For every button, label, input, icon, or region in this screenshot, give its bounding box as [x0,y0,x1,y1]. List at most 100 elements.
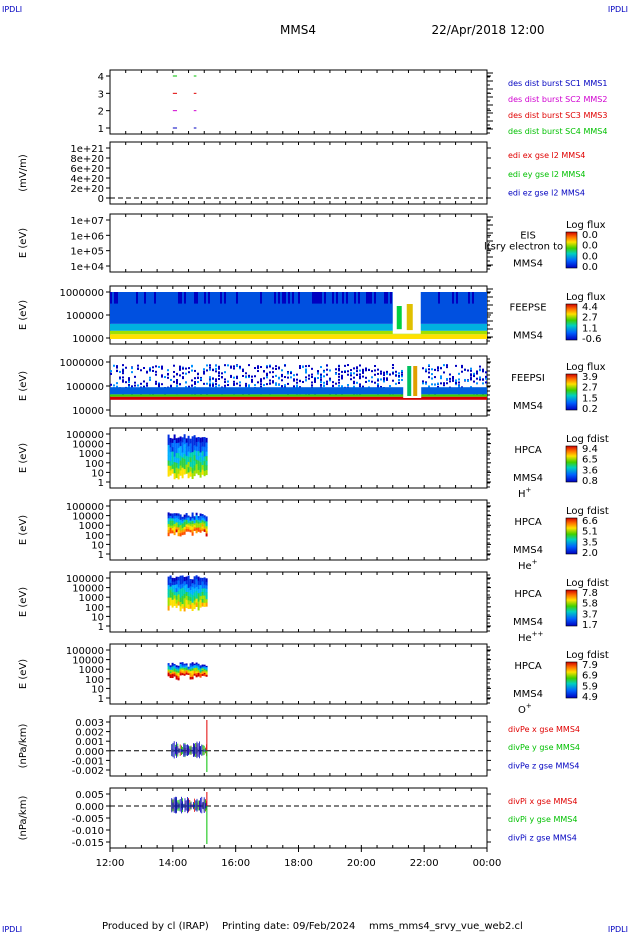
heatmap-cell [482,378,484,381]
heatmap-cell [473,380,475,383]
heatmap-cell [368,379,370,382]
heatmap-cell [169,528,172,531]
heatmap-cell [173,473,176,480]
heatmap-cell [167,601,170,607]
instrument-label: EIS [520,230,536,241]
heatmap-cell [167,529,170,534]
heatmap-cell [398,374,400,377]
y-tick-label: 0.005 [75,790,104,801]
heatmap-cell [167,672,170,675]
heatmap-cell [440,382,442,385]
colorbar [565,517,578,555]
heatmap-cell [140,369,142,372]
heatmap-cell [183,598,186,603]
heatmap-cell [199,467,202,473]
heatmap-cell [171,672,174,675]
heatmap-cell [181,663,184,666]
heatmap-cell [317,377,319,380]
heatmap-cell [374,365,376,368]
heatmap-cell [193,516,196,519]
heatmap-cell [189,438,192,444]
y-tick-label: -0.010 [72,826,104,837]
heatmap-cell [167,589,170,594]
heatmap-cell [318,292,320,304]
footer-printed: Printing date: 09/Feb/2024 [222,921,355,932]
heatmap-cell [177,676,180,679]
heatmap-cell [220,292,222,304]
panel-feeps-ion: 1000000 100000 10000 E (eV) FEEPSI MMS4 Log fl… [18,355,606,417]
heatmap-cell [199,592,202,597]
heatmap-cell [476,372,478,375]
heatmap-cell [230,365,232,368]
heatmap-cell [320,383,322,386]
heatmap-cell [169,666,172,669]
heatmap-cell [116,382,118,385]
heatmap-cell [201,664,204,667]
heatmap-cell [299,386,301,389]
heatmap-cell [183,673,186,676]
heatmap-cell [179,455,182,462]
heatmap-cell [187,672,190,674]
heatmap-cell [201,577,204,582]
heatmap-cell [189,663,192,666]
y-tick-label: 1e+06 [70,231,104,242]
heatmap-cell [137,367,139,370]
heatmap-cell [193,665,196,668]
colorbar-label: 5.1 [582,527,598,538]
heatmap-cell [199,447,202,453]
heatmap-cell [329,377,331,380]
heatmap-cell [368,292,370,304]
heatmap-cell [193,523,196,526]
heatmap-cell [193,596,196,602]
heatmap-cell [191,583,194,588]
heatmap-cell [456,292,458,304]
heatmap-cell [308,377,310,380]
heatmap-cell [422,380,424,383]
heatmap-cell [203,368,205,371]
colorbar-label: 1.5 [582,393,598,404]
heatmap-cell [203,456,206,462]
heatmap-cell [199,442,202,449]
heatmap-cell [169,437,172,444]
heatmap-cell [169,601,172,606]
heatmap-cell [458,385,460,388]
heatmap-cell [242,368,244,371]
heatmap-cell [383,371,385,374]
heatmap-cell [311,381,313,384]
heatmap-cell [167,526,170,531]
heatmap-cell [362,385,364,388]
heatmap-cell [221,376,223,379]
heatmap-cell [224,364,226,367]
heatmap-cell [341,375,343,378]
colorbar [565,231,578,269]
heatmap-cell [212,369,214,372]
heatmap-cell [195,455,198,461]
species-label: He++ [518,630,544,644]
heatmap-cell [305,376,307,379]
heatmap-cell [167,667,170,670]
heatmap-cell [179,460,182,467]
heatmap-cell [389,385,391,388]
heatmap-cell [179,665,182,668]
heatmap-cell [175,522,178,526]
heatmap-cell [230,375,232,378]
heatmap-cell [113,384,115,387]
heatmap-cell [189,448,192,454]
header-spacecraft: MMS4 [280,23,316,37]
heatmap-cell [368,369,370,372]
heatmap-cell [203,591,206,597]
heatmap-cell [314,377,316,380]
heatmap-cell [191,526,194,531]
heatmap-cell [485,371,487,374]
heatmap-cell [298,292,300,304]
heatmap-cell [179,530,182,534]
heatmap-cell [173,674,176,677]
heatmap-cell [476,382,478,385]
panel-burst-availability: 4 3 2 1 des dist burst SC1 MMS1 des dist burs… [98,69,607,136]
heatmap-cell [167,605,170,611]
heatmap-cell [266,372,268,375]
heatmap-cell [203,461,206,467]
heatmap-cell [195,666,198,669]
x-tick-label: 14:00 [158,858,187,869]
heatmap-cell [395,382,397,385]
